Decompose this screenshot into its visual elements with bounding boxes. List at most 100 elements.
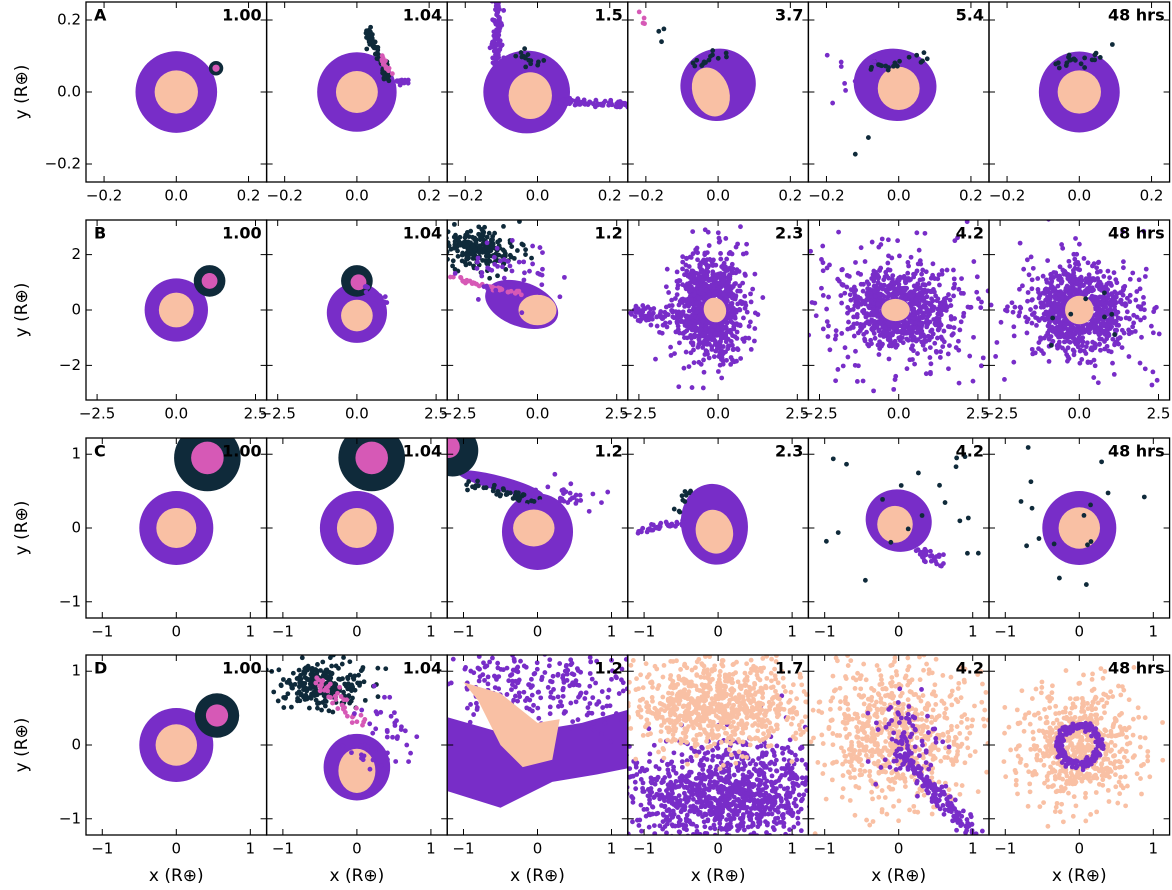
x-tick-label: −2.5 — [440, 405, 476, 423]
particle — [320, 659, 326, 665]
particle — [905, 330, 911, 336]
particle — [473, 700, 479, 706]
particle — [669, 303, 675, 308]
particle — [383, 666, 389, 672]
particle — [872, 335, 878, 341]
particle — [452, 242, 458, 248]
particle — [676, 309, 682, 315]
particle — [1106, 307, 1112, 313]
particle — [925, 334, 931, 339]
particle — [851, 333, 857, 339]
particle — [1077, 360, 1083, 366]
particle — [752, 326, 758, 331]
particle — [447, 274, 453, 280]
particle — [936, 272, 942, 278]
particle — [530, 243, 536, 249]
particle — [570, 719, 576, 725]
particle — [406, 759, 411, 765]
particle — [911, 334, 917, 340]
particle — [621, 102, 627, 107]
particle — [1016, 313, 1022, 319]
y-tick-label: 0 — [71, 736, 81, 754]
particle — [962, 454, 968, 460]
particle — [910, 301, 916, 307]
particle — [1073, 261, 1078, 267]
particle — [1130, 270, 1136, 276]
particle — [481, 485, 487, 491]
particle — [699, 63, 705, 68]
particle — [480, 258, 485, 263]
particle — [1120, 229, 1126, 235]
particle — [1102, 290, 1107, 296]
particle — [680, 266, 685, 272]
particle — [663, 519, 669, 525]
particle — [408, 750, 413, 756]
particle — [461, 240, 466, 246]
particle — [510, 682, 515, 688]
particle — [547, 704, 553, 710]
particle — [683, 349, 689, 355]
particle — [912, 361, 918, 367]
particle — [1086, 272, 1092, 278]
particle — [1138, 317, 1143, 323]
particle — [465, 705, 470, 711]
particle — [408, 259, 413, 264]
particle — [748, 319, 753, 325]
particle — [389, 71, 395, 77]
particle — [482, 224, 487, 230]
particle — [1034, 323, 1039, 328]
particle — [680, 867, 685, 872]
particle — [928, 369, 933, 375]
particle — [297, 683, 303, 689]
particle — [1120, 292, 1126, 298]
particle — [827, 347, 833, 353]
x-tick-label: 0.0 — [345, 405, 369, 423]
particle — [1105, 490, 1111, 496]
y-tick-label: 2 — [71, 245, 81, 263]
particle — [455, 248, 460, 254]
particle — [748, 291, 753, 297]
particle — [663, 284, 669, 290]
particle — [654, 314, 660, 320]
particle — [924, 324, 930, 330]
particle — [485, 265, 491, 271]
particle — [890, 273, 896, 278]
particle — [620, 688, 626, 694]
particle — [935, 322, 941, 328]
particle — [712, 277, 718, 283]
particle — [715, 230, 721, 236]
particle — [1059, 242, 1065, 247]
panel — [989, 220, 1162, 388]
particle — [1116, 322, 1122, 328]
particle — [809, 300, 815, 305]
particle — [1051, 270, 1057, 275]
x-tick-label: 0.0 — [526, 187, 550, 205]
particle — [734, 329, 740, 335]
particle — [618, 104, 623, 110]
particle — [531, 499, 537, 504]
x-tick-label: −2.5 — [982, 405, 1018, 423]
particle — [917, 315, 922, 320]
particle — [845, 354, 851, 360]
particle — [492, 261, 498, 267]
particle — [932, 340, 938, 346]
particle — [1004, 308, 1010, 314]
particle — [1094, 269, 1100, 275]
particle — [688, 314, 694, 320]
body — [355, 441, 388, 475]
particle — [677, 330, 682, 336]
particle — [694, 57, 700, 63]
particle — [1083, 351, 1089, 356]
particle — [310, 672, 316, 678]
particle — [469, 251, 475, 257]
particle — [632, 779, 638, 785]
particle — [495, 660, 501, 666]
particle — [474, 705, 480, 710]
particle — [835, 530, 841, 536]
particle — [587, 99, 593, 105]
particle — [720, 279, 726, 285]
particle — [494, 245, 500, 251]
particle — [687, 839, 692, 844]
panel — [824, 48, 937, 157]
time-label: 2.3 — [775, 442, 803, 461]
